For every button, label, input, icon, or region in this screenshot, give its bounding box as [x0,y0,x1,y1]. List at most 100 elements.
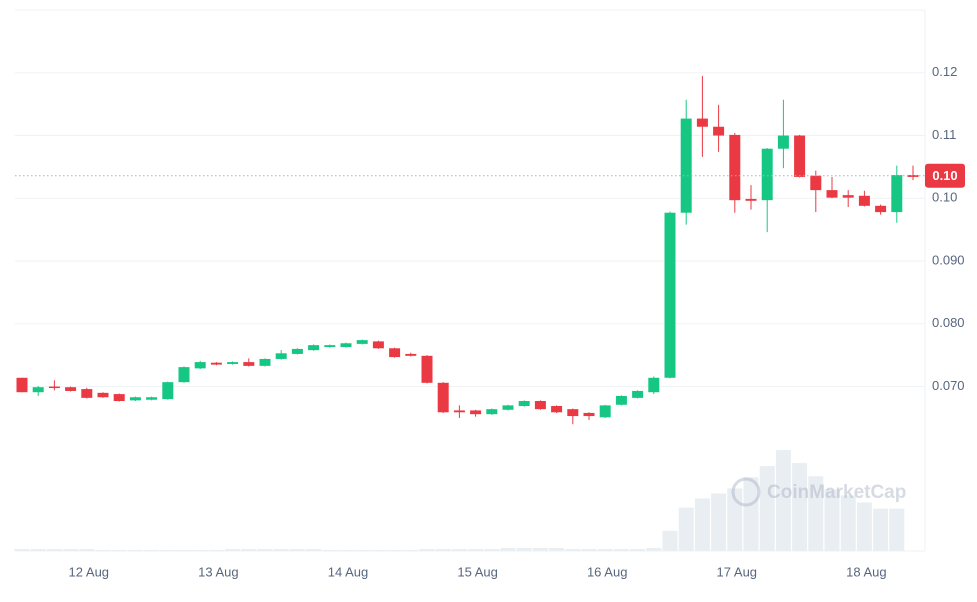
volume-bar [111,549,127,551]
volume-bar [387,549,403,551]
candle-body [567,409,579,417]
volume-bar [225,548,241,551]
volume-bar [711,493,727,551]
candle-body [97,392,109,398]
volume-bar [516,547,532,551]
x-tick-label: 16 Aug [587,564,628,579]
volume-bar [322,549,338,551]
candle-body [842,195,854,198]
volume-bar [727,488,743,551]
candle-body [324,345,336,348]
candle-body [664,212,676,378]
candle-body [632,390,644,398]
volume-bar [468,548,484,551]
candle-body [194,362,206,369]
candle-body [470,410,482,415]
volume-bar [144,549,160,551]
candle-body [486,409,498,415]
candle-body [826,190,838,198]
candle-body [389,348,401,358]
candle-body [858,195,870,206]
candle-body [680,118,692,213]
candle-body [372,341,384,349]
candle-body [534,401,546,410]
y-tick-label: 0.090 [932,252,965,267]
candle-body [875,205,887,213]
y-tick-label: 0.070 [932,378,965,393]
candle-body [16,377,28,393]
candle-body [551,406,563,413]
volume-bar [419,548,435,551]
candle-body [502,405,514,410]
volume-bar [176,549,192,551]
candle-body [615,395,627,405]
last-price-tag [925,163,965,188]
candle-body [761,148,773,201]
candle-body [275,353,287,359]
candle-body [583,412,595,417]
x-tick-label: 15 Aug [457,564,498,579]
watermark-logo [731,477,761,507]
candle-body [210,362,222,365]
candle-body [308,345,320,351]
volume-bar [160,549,176,551]
candle-body [65,387,77,391]
candle-body [794,135,806,177]
candle-body [259,358,271,366]
volume-bar [565,548,581,551]
volume-bar [532,547,548,551]
candle-body [713,126,725,136]
volume-bar [743,477,759,551]
candle-body [648,377,660,393]
candle-body [421,355,433,383]
volume-bar [306,548,322,551]
volume-bar [840,495,856,551]
volume-bar [338,549,354,551]
volume-bar [208,549,224,551]
volume-bar [435,548,451,551]
candle-body [356,340,368,344]
volume-bar [549,547,565,551]
watermark: CoinMarketCap [731,477,906,507]
volume-bar [79,548,95,551]
watermark-text: CoinMarketCap [767,482,906,503]
volume-bar [63,548,79,551]
candle-body [437,382,449,413]
volume-bar [808,476,824,551]
candle-body [745,198,757,201]
x-tick-label: 12 Aug [69,564,110,579]
y-tick-label: 0.080 [932,315,965,330]
candle-body [291,348,303,354]
candle-body [340,343,352,348]
candle-body [81,389,93,398]
volume-bar [678,507,694,551]
volume-bar [192,549,208,551]
volume-bar [694,498,710,551]
candle-body [32,387,44,393]
candle-body [891,175,903,213]
candle-body [113,394,125,402]
volume-bar [581,548,597,551]
candle-body [48,386,60,389]
volume-bar [95,549,111,551]
candle-body [405,353,417,356]
x-tick-label: 17 Aug [717,564,758,579]
candle-body [129,397,141,401]
volume-bar [856,502,872,551]
volume-bar [403,549,419,551]
volume-bar [662,530,678,551]
x-tick-label: 14 Aug [328,564,369,579]
volume-bar [127,549,143,551]
volume-bar [289,548,305,551]
x-tick-label: 18 Aug [846,564,887,579]
volume-bar [257,548,273,551]
candle-body [162,382,174,400]
volume-bar [759,466,775,551]
volume-layer [14,72,925,551]
y-tick-label: 0.11 [932,127,956,142]
volume-bar [354,549,370,551]
volume-bar [451,548,467,551]
candle-body [696,118,708,127]
